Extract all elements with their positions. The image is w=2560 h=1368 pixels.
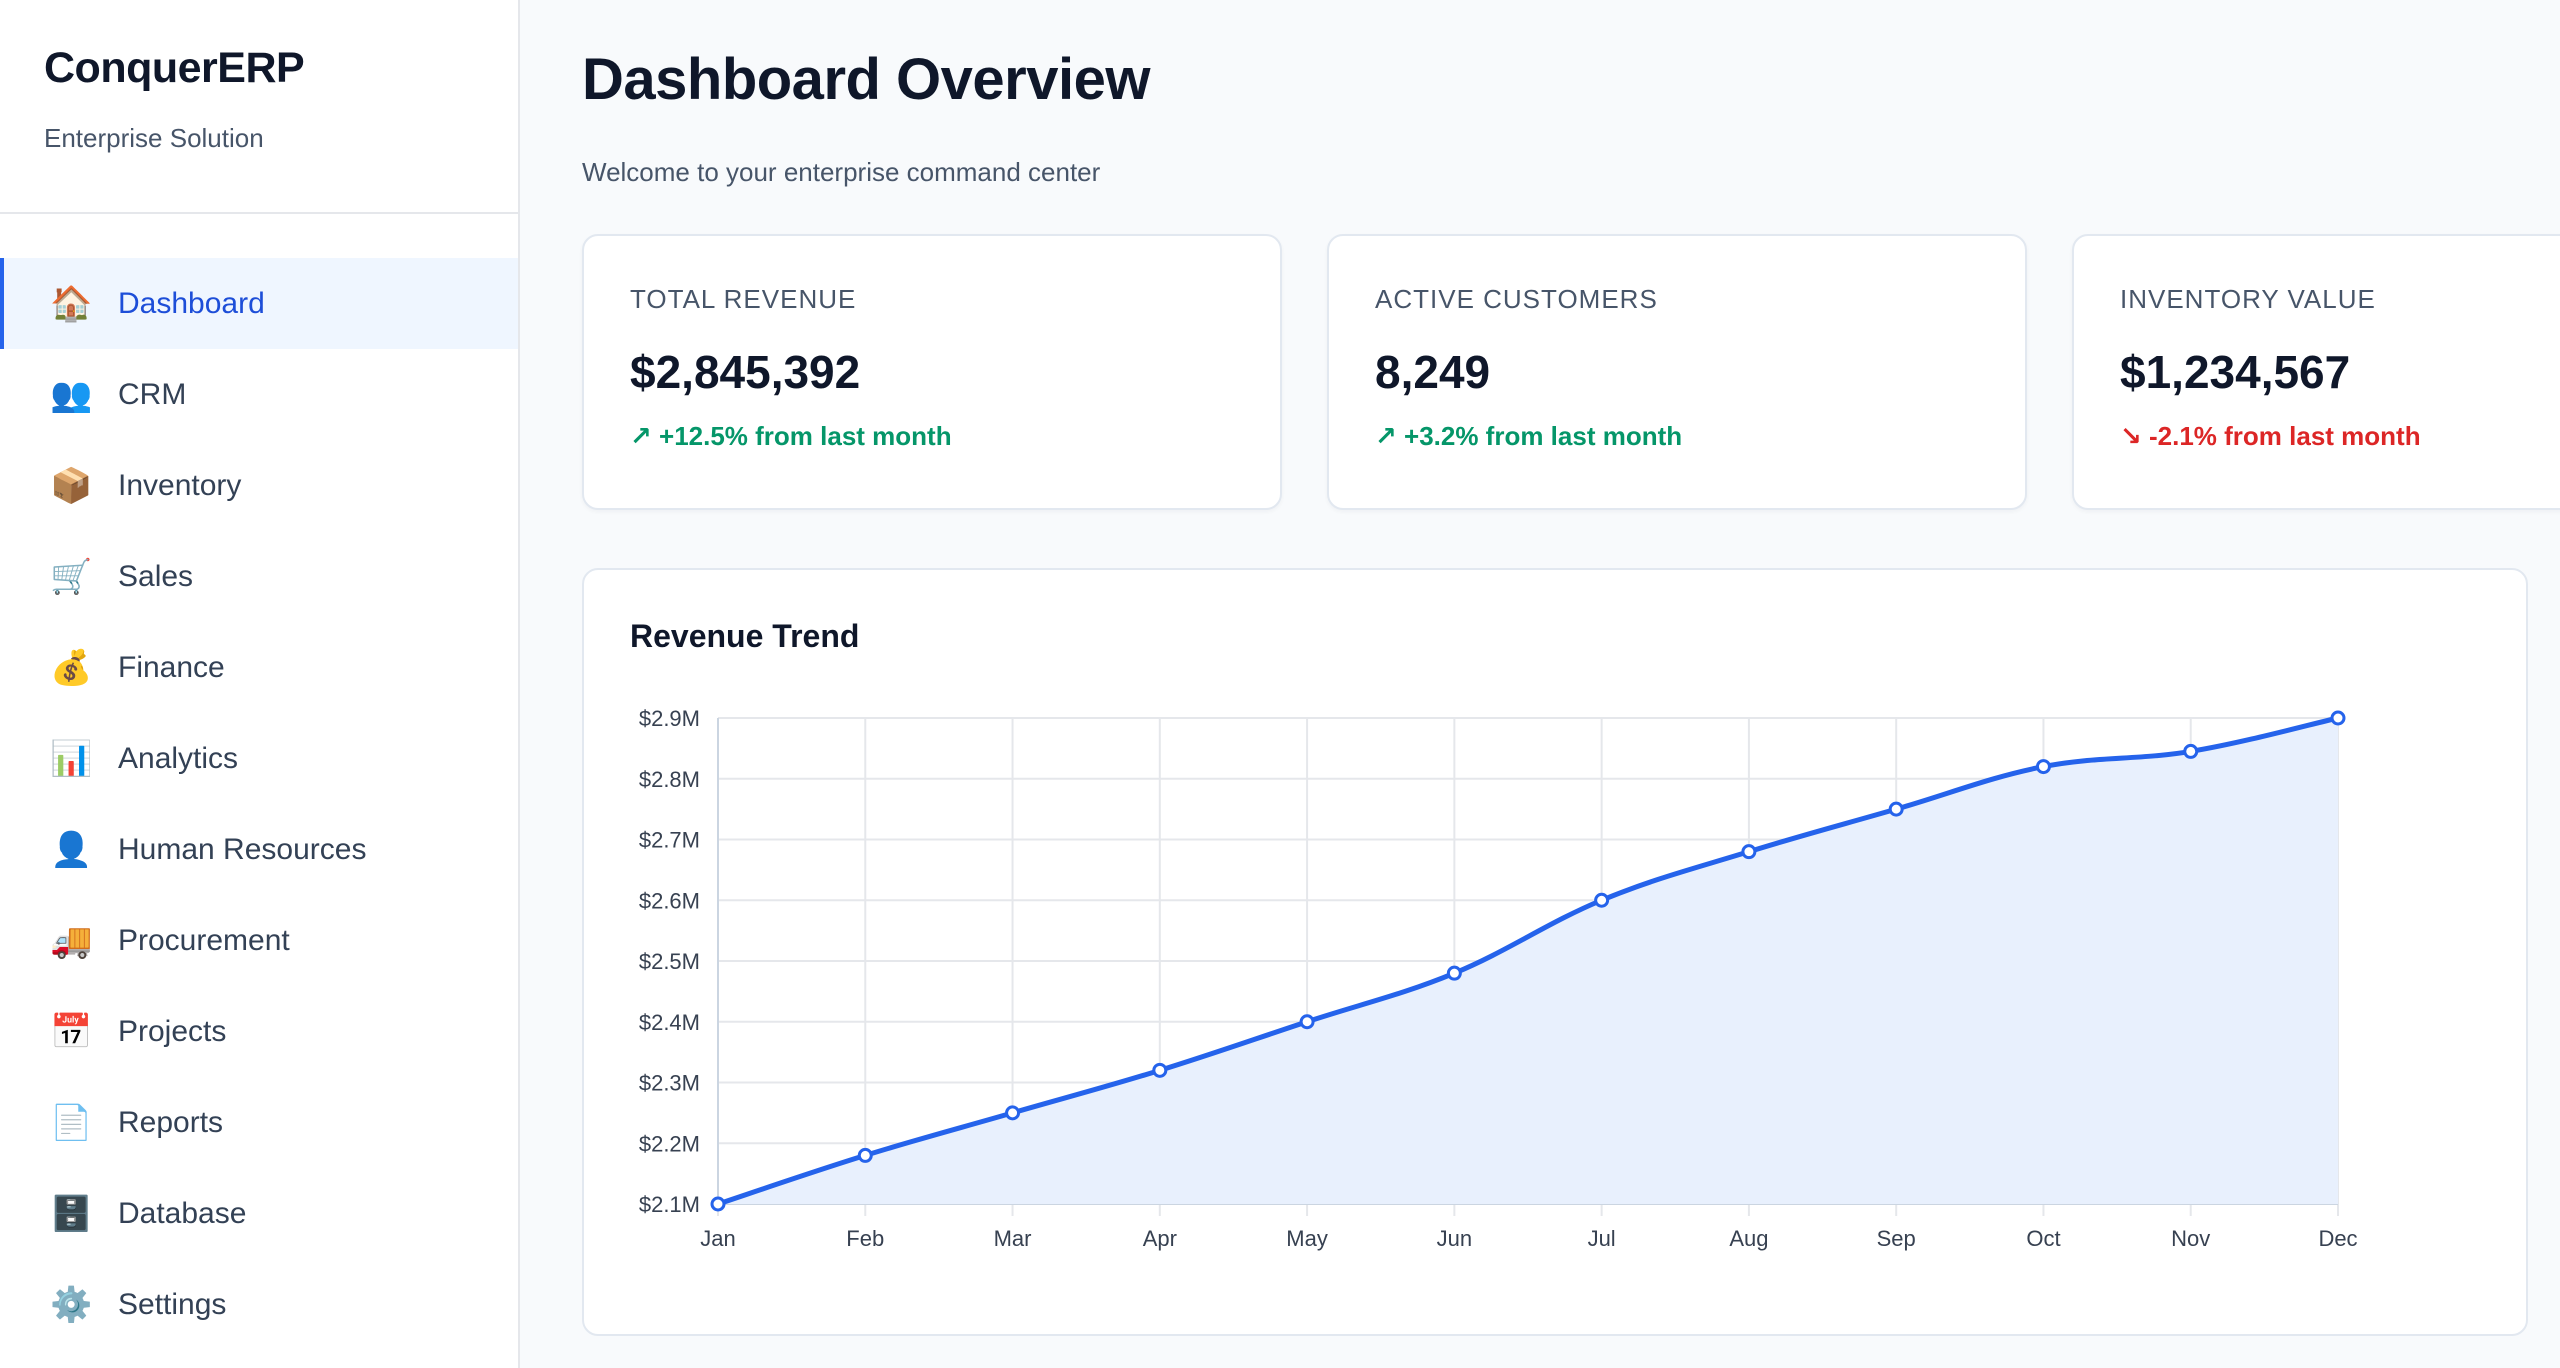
- active-customers-card: ACTIVE CUSTOMERS 8,249 ↗ +3.2% from last m…: [1327, 234, 2027, 510]
- data-point: [1888, 801, 1904, 817]
- main-content: Dashboard Overview Welcome to your enter…: [520, 0, 2560, 1368]
- data-point: [1594, 892, 1610, 908]
- y-tick-label: $2.7M: [639, 828, 700, 853]
- sidebar-nav: 🏠 Dashboard 👥 CRM 📦 Inventory 🛒 Sales 💰 Finance 📊 A…: [0, 258, 518, 1350]
- data-point: [1446, 965, 1462, 981]
- data-point: [2183, 743, 2199, 759]
- calendar-icon: 📅: [50, 1012, 93, 1051]
- stat-label: ACTIVE CUSTOMERS: [1375, 284, 1658, 314]
- stat-trend: ↗ +12.5% from last month: [630, 421, 952, 451]
- x-tick-label: Apr: [1143, 1226, 1177, 1251]
- person-icon: 👤: [50, 830, 93, 869]
- total-revenue-card: TOTAL REVENUE $2,845,392 ↗ +12.5% from las…: [582, 234, 1282, 510]
- sidebar-item-label: CRM: [118, 377, 187, 411]
- sidebar-item-label: Projects: [118, 1014, 227, 1048]
- money-bag-icon: 💰: [50, 648, 93, 687]
- gear-icon: ⚙️: [50, 1285, 93, 1324]
- y-tick-label: $2.3M: [639, 1071, 700, 1096]
- x-tick-label: Dec: [2318, 1226, 2357, 1251]
- file-cabinet-icon: 🗄️: [50, 1194, 93, 1233]
- brand-title: ConquerERP: [44, 44, 305, 92]
- sidebar-item-label: Analytics: [118, 741, 239, 775]
- sidebar: ConquerERP Enterprise Solution 🏠 Dashboar…: [0, 0, 520, 1368]
- sidebar-item-analytics[interactable]: 📊 Analytics: [0, 713, 518, 804]
- stat-cards: TOTAL REVENUE $2,845,392 ↗ +12.5% from las…: [582, 234, 2560, 510]
- stat-value: $1,234,567: [2120, 346, 2351, 398]
- x-tick-label: Oct: [2026, 1226, 2060, 1251]
- stat-value: $2,845,392: [630, 346, 861, 398]
- stat-trend: ↗ +3.2% from last month: [1375, 421, 1683, 451]
- data-point: [857, 1147, 873, 1163]
- brand: ConquerERP Enterprise Solution: [0, 0, 518, 214]
- sidebar-item-settings[interactable]: ⚙️ Settings: [0, 1259, 518, 1350]
- brand-subtitle: Enterprise Solution: [44, 123, 264, 153]
- x-tick-label: Jul: [1588, 1226, 1616, 1251]
- sidebar-item-sales[interactable]: 🛒 Sales: [0, 531, 518, 622]
- data-point: [2035, 759, 2051, 775]
- data-point: [1741, 844, 1757, 860]
- revenue-trend-card: Revenue Trend $2.9M $2.8M $2.7M $2.6M $2.5M $…: [582, 568, 2528, 1336]
- revenue-trend-chart: $2.9M $2.8M $2.7M $2.6M $2.5M $2.4M $2.3M $2.2M…: [639, 706, 2358, 1251]
- document-icon: 📄: [50, 1103, 93, 1142]
- stat-label: INVENTORY VALUE: [2120, 284, 2376, 314]
- truck-icon: 🚚: [50, 921, 93, 960]
- page-subtitle: Welcome to your enterprise command cente…: [582, 157, 1101, 187]
- x-tick-label: Feb: [846, 1226, 884, 1251]
- stat-trend: ↘ -2.1% from last month: [2120, 421, 2421, 451]
- x-tick-label: Aug: [1729, 1226, 1768, 1251]
- package-icon: 📦: [50, 466, 93, 505]
- x-tick-label: Sep: [1877, 1226, 1916, 1251]
- sidebar-item-dashboard[interactable]: 🏠 Dashboard: [0, 258, 518, 349]
- stat-value: 8,249: [1375, 346, 1491, 398]
- page-title: Dashboard Overview: [582, 47, 1151, 112]
- y-tick-label: $2.8M: [639, 767, 700, 792]
- y-tick-label: $2.9M: [639, 706, 700, 731]
- people-icon: 👥: [50, 375, 93, 414]
- y-tick-label: $2.5M: [639, 949, 700, 974]
- sidebar-item-procurement[interactable]: 🚚 Procurement: [0, 895, 518, 986]
- inventory-value-card: INVENTORY VALUE $1,234,567 ↘ -2.1% from la…: [2072, 234, 2560, 510]
- sidebar-item-inventory[interactable]: 📦 Inventory: [0, 440, 518, 531]
- sidebar-item-label: Sales: [118, 559, 194, 593]
- sidebar-item-label: Database: [118, 1196, 247, 1230]
- sidebar-item-label: Human Resources: [118, 832, 367, 866]
- y-tick-label: $2.6M: [639, 888, 700, 913]
- sidebar-item-database[interactable]: 🗄️ Database: [0, 1168, 518, 1259]
- bar-chart-icon: 📊: [50, 739, 93, 778]
- y-tick-label: $2.4M: [639, 1010, 700, 1035]
- y-tick-label: $2.1M: [639, 1192, 700, 1217]
- y-tick-label: $2.2M: [639, 1131, 700, 1156]
- house-icon: 🏠: [50, 284, 93, 323]
- sidebar-item-projects[interactable]: 📅 Projects: [0, 986, 518, 1077]
- x-tick-label: May: [1286, 1226, 1328, 1251]
- sidebar-item-label: Reports: [118, 1105, 224, 1139]
- data-point: [710, 1196, 726, 1212]
- x-tick-label: Nov: [2171, 1226, 2210, 1251]
- sidebar-item-label: Dashboard: [118, 286, 265, 320]
- x-tick-label: Jan: [700, 1226, 735, 1251]
- sidebar-item-label: Settings: [118, 1287, 227, 1321]
- series-line: [717, 715, 2339, 1207]
- x-tick-label: Jun: [1437, 1226, 1472, 1251]
- data-point: [1299, 1014, 1315, 1030]
- data-point: [2330, 710, 2346, 726]
- sidebar-item-label: Inventory: [118, 468, 242, 502]
- sidebar-item-human-resources[interactable]: 👤 Human Resources: [0, 804, 518, 895]
- sidebar-item-crm[interactable]: 👥 CRM: [0, 349, 518, 440]
- sidebar-item-label: Finance: [118, 650, 225, 684]
- sidebar-item-reports[interactable]: 📄 Reports: [0, 1077, 518, 1168]
- stat-label: TOTAL REVENUE: [630, 284, 857, 314]
- x-tick-label: Mar: [994, 1226, 1032, 1251]
- sidebar-item-label: Procurement: [118, 923, 290, 957]
- data-point: [1152, 1062, 1168, 1078]
- data-point: [1005, 1105, 1021, 1121]
- cart-icon: 🛒: [50, 557, 93, 596]
- sidebar-item-finance[interactable]: 💰 Finance: [0, 622, 518, 713]
- chart-title: Revenue Trend: [630, 618, 860, 654]
